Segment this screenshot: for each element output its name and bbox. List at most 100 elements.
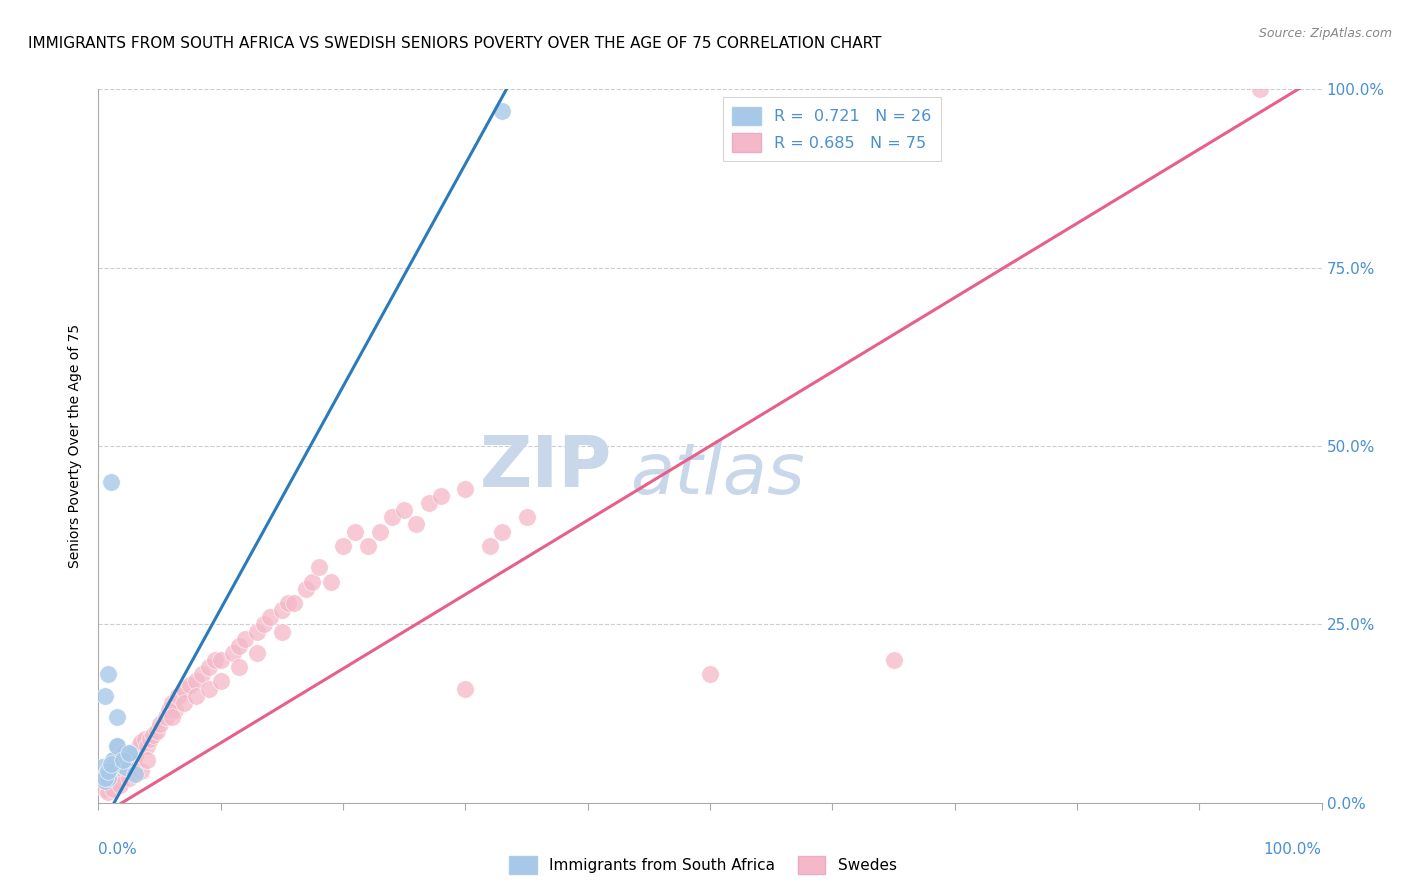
Point <box>491 103 513 118</box>
Point <box>110 756 132 771</box>
Point <box>93 781 115 796</box>
Point <box>118 756 141 771</box>
Point <box>430 489 453 503</box>
Point <box>134 731 156 746</box>
Point <box>111 764 134 778</box>
Point <box>146 724 169 739</box>
Point <box>233 632 256 646</box>
Point <box>179 678 201 692</box>
Point <box>97 785 120 799</box>
Point <box>368 524 391 539</box>
Point <box>110 767 132 781</box>
Point <box>114 760 136 774</box>
Point <box>392 503 416 517</box>
Point <box>111 746 134 760</box>
Point <box>97 767 120 781</box>
Point <box>124 749 146 764</box>
Point <box>160 710 183 724</box>
Point <box>454 681 477 696</box>
Point <box>100 756 122 771</box>
Point <box>197 681 219 696</box>
Point <box>128 739 150 753</box>
Point <box>118 771 141 785</box>
Point <box>228 660 250 674</box>
Point <box>142 728 165 742</box>
Point <box>136 739 159 753</box>
Point <box>344 524 367 539</box>
Point <box>94 767 117 781</box>
Point <box>883 653 905 667</box>
Point <box>252 617 274 632</box>
Point <box>167 689 190 703</box>
Point <box>270 603 294 617</box>
Point <box>111 753 134 767</box>
Point <box>1249 82 1271 96</box>
Point <box>418 496 440 510</box>
Point <box>204 653 226 667</box>
Point <box>222 646 245 660</box>
Point <box>93 774 115 789</box>
Text: 100.0%: 100.0% <box>1264 842 1322 857</box>
Text: IMMIGRANTS FROM SOUTH AFRICA VS SWEDISH SENIORS POVERTY OVER THE AGE OF 75 CORRE: IMMIGRANTS FROM SOUTH AFRICA VS SWEDISH … <box>28 36 882 51</box>
Point <box>105 710 128 724</box>
Point <box>191 667 214 681</box>
Text: ZIP: ZIP <box>479 433 612 502</box>
Point <box>186 674 208 689</box>
Point <box>491 524 513 539</box>
Point <box>173 696 195 710</box>
Point <box>91 760 114 774</box>
Point <box>139 731 162 746</box>
Point <box>97 778 120 792</box>
Point <box>105 739 128 753</box>
Point <box>209 653 232 667</box>
Point <box>121 753 143 767</box>
Point <box>160 696 183 710</box>
Point <box>97 764 120 778</box>
Point <box>155 710 177 724</box>
Text: Source: ZipAtlas.com: Source: ZipAtlas.com <box>1258 27 1392 40</box>
Point <box>93 771 115 785</box>
Point <box>100 760 122 774</box>
Point <box>149 717 172 731</box>
Point <box>129 735 152 749</box>
Y-axis label: Seniors Poverty Over the Age of 75: Seniors Poverty Over the Age of 75 <box>69 324 83 568</box>
Legend: Immigrants from South Africa, Swedes: Immigrants from South Africa, Swedes <box>503 850 903 880</box>
Point <box>356 539 378 553</box>
Point <box>283 596 305 610</box>
Point <box>165 703 187 717</box>
Point <box>197 660 219 674</box>
Point <box>295 582 318 596</box>
Point <box>454 482 477 496</box>
Point <box>118 746 141 760</box>
Point <box>381 510 404 524</box>
Point <box>97 771 120 785</box>
Point <box>186 689 208 703</box>
Point <box>270 624 294 639</box>
Point <box>478 539 501 553</box>
Point <box>699 667 721 681</box>
Text: 0.0%: 0.0% <box>98 842 138 857</box>
Point <box>228 639 250 653</box>
Point <box>105 739 128 753</box>
Point <box>100 475 122 489</box>
Point <box>246 624 269 639</box>
Point <box>101 781 124 796</box>
Point <box>259 610 281 624</box>
Point <box>277 596 299 610</box>
Point <box>97 667 120 681</box>
Legend: R =  0.721   N = 26, R = 0.685   N = 75: R = 0.721 N = 26, R = 0.685 N = 75 <box>723 97 941 161</box>
Point <box>110 778 132 792</box>
Point <box>124 767 146 781</box>
Point <box>405 517 427 532</box>
Text: atlas: atlas <box>630 440 806 509</box>
Point <box>93 689 115 703</box>
Point <box>209 674 232 689</box>
Point <box>101 771 124 785</box>
Point <box>129 764 152 778</box>
Point <box>319 574 342 589</box>
Point <box>157 703 180 717</box>
Point <box>515 510 537 524</box>
Point <box>118 746 141 760</box>
Point <box>308 560 330 574</box>
Point <box>332 539 354 553</box>
